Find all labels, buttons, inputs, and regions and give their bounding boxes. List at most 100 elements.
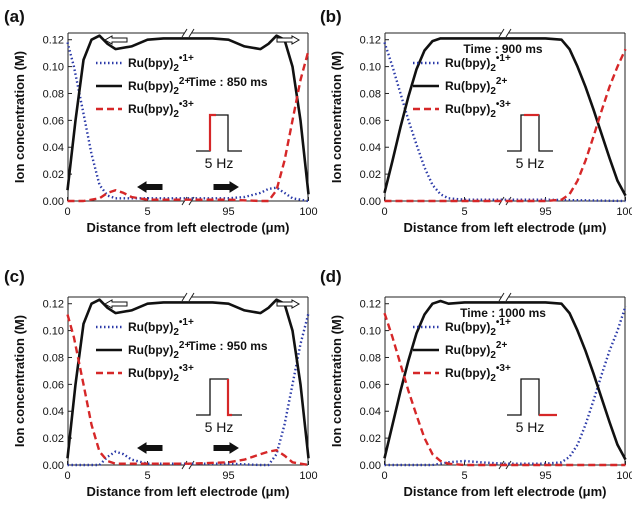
x-tick-label: 95 (222, 470, 234, 482)
y-tick-label: 0.06 (360, 115, 381, 127)
solid-arrow-icon (137, 442, 163, 454)
x-axis-label: Distance from left electrode (μm) (87, 484, 290, 499)
series-line-2 (383, 299, 627, 461)
series-line-1 (66, 42, 309, 203)
x-tick-label: 0 (64, 206, 70, 218)
pulse-waveform-icon (196, 114, 242, 152)
y-tick-label: 0.08 (43, 352, 64, 364)
pulse-highlight-segment (226, 379, 232, 417)
y-axis-label: Ion concentration (M) (329, 315, 344, 447)
legend-label: Ru(bpy)2•3+ (128, 363, 194, 384)
x-tick-label: 100 (299, 470, 317, 482)
y-tick-label: 0.00 (360, 460, 381, 472)
x-tick-label: 95 (222, 206, 234, 218)
series-line-1 (384, 306, 627, 467)
series-line-3 (384, 48, 627, 203)
time-label: Time : 1000 ms (460, 306, 546, 320)
y-tick-label: 0.12 (43, 299, 64, 311)
series-line-1 (67, 312, 310, 467)
x-axis-label: Distance from left electrode (μm) (87, 220, 290, 235)
series-line-1 (383, 42, 626, 203)
y-tick-label: 0.02 (360, 433, 381, 445)
time-label: Time : 900 ms (463, 42, 542, 56)
legend-label: Ru(bpy)22+ (445, 76, 507, 97)
legend-label: Ru(bpy)22+ (128, 340, 190, 361)
pulse-waveform-icon (196, 378, 242, 416)
y-tick-label: 0.08 (360, 88, 381, 100)
y-tick-label: 0.12 (360, 299, 381, 311)
x-tick-label: 0 (381, 470, 387, 482)
x-tick-label: 100 (616, 470, 632, 482)
y-tick-label: 0.02 (43, 433, 64, 445)
y-tick-label: 0.00 (43, 460, 64, 472)
x-tick-label: 5 (461, 470, 467, 482)
series-line-3 (67, 50, 310, 203)
time-label: Time : 850 ms (188, 75, 267, 89)
x-tick-label: 0 (381, 206, 387, 218)
legend-label: Ru(bpy)2•3+ (128, 99, 194, 120)
y-tick-label: 0.04 (360, 406, 381, 418)
chart-panel-3: 0.00 0.02 0.04 0.06 0.08 0.10 0.12 0 5 95 100 Dista… (4, 267, 318, 499)
x-axis-label: Distance from left electrode (μm) (404, 484, 607, 499)
y-tick-label: 0.02 (43, 169, 64, 181)
series-line-3 (66, 314, 309, 467)
y-tick-label: 0.12 (360, 35, 381, 47)
chart-panel-1: 0.00 0.02 0.04 0.06 0.08 0.10 0.12 0 5 95 100 Dista… (4, 7, 318, 235)
y-tick-label: 0.10 (360, 62, 381, 74)
chart-panel-2: 0.00 0.02 0.04 0.06 0.08 0.10 0.12 0 5 95 100 Dista… (320, 7, 632, 235)
frequency-label: 5 Hz (516, 419, 545, 435)
time-label: Time : 950 ms (188, 339, 267, 353)
axis-break-mark (498, 28, 512, 38)
x-tick-label: 95 (539, 206, 551, 218)
y-tick-label: 0.10 (43, 326, 64, 338)
y-tick-label: 0.04 (43, 406, 64, 418)
series-line-3 (383, 312, 626, 467)
panel-label: (b) (320, 7, 342, 26)
y-axis-label: Ion concentration (M) (329, 51, 344, 183)
hollow-arrow-icon (103, 35, 128, 45)
axis-break-mark (181, 292, 195, 302)
y-tick-label: 0.08 (360, 352, 381, 364)
y-axis-label: Ion concentration (M) (12, 315, 27, 447)
chart-panel-4: 0.00 0.02 0.04 0.06 0.08 0.10 0.12 0 5 95 100 Dista… (320, 267, 632, 499)
panel-label: (d) (320, 267, 342, 286)
axis-break-mark (181, 28, 195, 38)
frequency-label: 5 Hz (205, 419, 234, 435)
y-tick-label: 0.00 (43, 196, 64, 208)
legend-label: Ru(bpy)2•1+ (128, 53, 194, 74)
solid-arrow-icon (213, 442, 239, 454)
x-tick-label: 5 (461, 206, 467, 218)
legend-label: Ru(bpy)2•1+ (128, 317, 194, 338)
y-tick-label: 0.12 (43, 35, 64, 47)
pulse-waveform-icon (507, 378, 553, 416)
legend-label: Ru(bpy)2•3+ (445, 363, 511, 384)
x-axis-label: Distance from left electrode (μm) (404, 220, 607, 235)
panel-label: (c) (4, 267, 25, 286)
pulse-waveform-icon (507, 114, 553, 152)
axis-break-mark (181, 196, 195, 206)
frequency-label: 5 Hz (516, 155, 545, 171)
y-tick-label: 0.02 (360, 169, 381, 181)
y-tick-label: 0.06 (360, 379, 381, 391)
hollow-arrow-icon (276, 35, 301, 45)
legend-label: Ru(bpy)22+ (445, 340, 507, 361)
y-tick-label: 0.10 (43, 62, 64, 74)
solid-arrow-icon (137, 181, 163, 193)
x-tick-label: 0 (64, 470, 70, 482)
legend-label: Ru(bpy)2•1+ (445, 53, 511, 74)
frequency-label: 5 Hz (205, 155, 234, 171)
hollow-arrow-icon (103, 299, 128, 309)
y-tick-label: 0.04 (43, 142, 64, 154)
x-tick-label: 100 (616, 206, 632, 218)
panel-label: (a) (4, 7, 25, 26)
hollow-arrow-icon (276, 299, 301, 309)
pulse-highlight-segment (208, 113, 216, 151)
y-tick-label: 0.06 (43, 379, 64, 391)
x-tick-label: 95 (539, 470, 551, 482)
y-tick-label: 0.10 (360, 326, 381, 338)
x-tick-label: 5 (144, 470, 150, 482)
legend-label: Ru(bpy)2•3+ (445, 99, 511, 120)
legend-label: Ru(bpy)2•1+ (445, 317, 511, 338)
y-axis-label: Ion concentration (M) (12, 51, 27, 183)
